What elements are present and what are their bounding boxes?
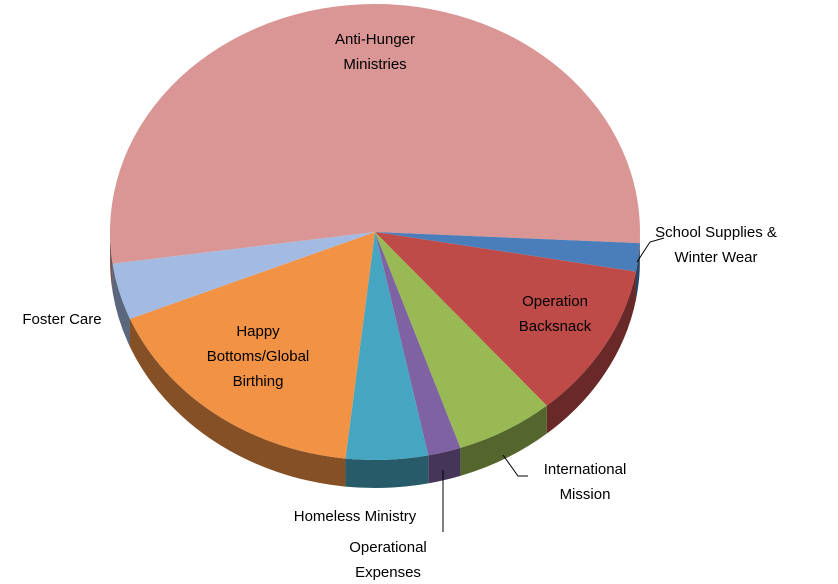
leader-line <box>502 454 528 477</box>
slice-label: Homeless Ministry <box>294 508 417 525</box>
slice <box>375 232 461 456</box>
slice-label: Foster Care <box>22 311 101 328</box>
leader-line <box>636 237 665 263</box>
slice-label: Anti-Hunger Ministries <box>335 31 415 73</box>
slice-side <box>345 455 429 488</box>
slice <box>345 232 429 460</box>
slice <box>375 232 547 448</box>
slice-side <box>460 405 547 476</box>
slice-label: International Mission <box>544 461 627 503</box>
slice-label: Happy Bottoms/Global Birthing <box>207 323 310 390</box>
slice <box>129 232 375 459</box>
slice-side <box>110 232 113 292</box>
slice-side <box>546 271 636 434</box>
slice-side <box>635 243 640 300</box>
slice-label: Operation Backsnack <box>519 293 592 335</box>
slice-side <box>112 263 130 347</box>
slice <box>375 232 636 406</box>
slice-label: Operational Expenses <box>349 539 427 581</box>
slice-label: School Supplies & Winter Wear <box>655 224 777 266</box>
pie-sides <box>110 232 640 488</box>
labels: Anti-Hunger Ministries School Supplies & Wi… <box>22 31 776 581</box>
slice-side <box>428 447 461 484</box>
slice <box>112 232 375 319</box>
pie-tops <box>110 4 641 460</box>
slice <box>110 4 641 264</box>
slice <box>375 232 640 272</box>
slice-side <box>129 318 346 487</box>
